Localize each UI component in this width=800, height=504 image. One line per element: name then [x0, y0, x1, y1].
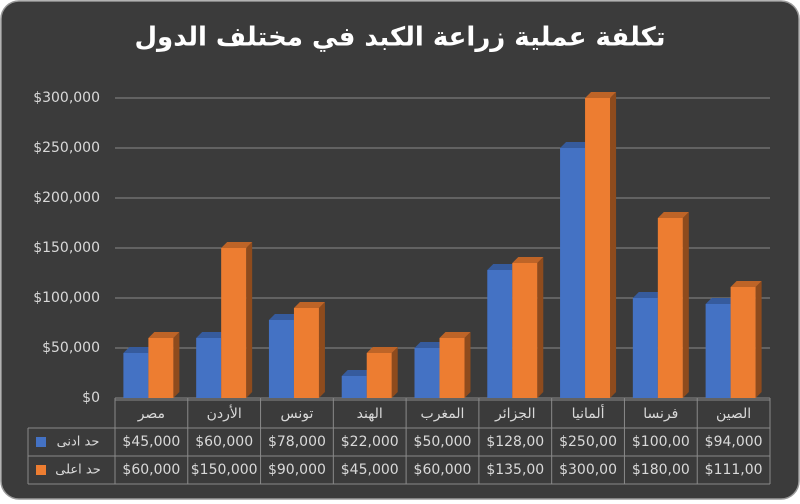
bar-side: [537, 257, 544, 398]
table-value: $250,00: [559, 434, 617, 450]
legend-label: حد اعلى: [55, 463, 101, 478]
x-category-label: فرنسا: [643, 406, 678, 422]
table-value: $22,000: [341, 434, 399, 450]
y-tick-label: $150,000: [33, 240, 100, 256]
bar-top: [705, 298, 737, 304]
chart-title: تكلفة عملية زراعة الكبد في مختلف الدول: [134, 23, 665, 53]
bar-top: [439, 332, 471, 338]
bar-top: [414, 342, 446, 348]
table-value: $180,00: [632, 462, 690, 478]
bar-side: [173, 332, 180, 398]
x-category-label: الأردن: [207, 404, 242, 422]
bar: [221, 248, 247, 398]
bar: [560, 148, 586, 398]
table-value: $300,00: [559, 462, 617, 478]
table-value: $90,000: [268, 462, 326, 478]
bar-top: [487, 264, 519, 270]
y-tick-label: $250,000: [33, 140, 100, 156]
x-category-label: مصر: [137, 406, 165, 422]
table-value: $45,000: [122, 434, 180, 450]
x-category-label: الصين: [716, 406, 751, 422]
y-tick-label: $300,000: [33, 90, 100, 106]
bar-side: [318, 302, 325, 398]
table-value: $60,000: [122, 462, 180, 478]
bar: [487, 270, 513, 398]
bar-top: [657, 212, 689, 218]
bar: [148, 338, 174, 398]
bar: [657, 218, 683, 398]
bar-top: [632, 292, 664, 298]
bar: [512, 263, 538, 398]
table-value: $45,000: [341, 462, 399, 478]
bar: [632, 298, 658, 398]
bar-side: [246, 242, 253, 398]
table-value: $135,00: [486, 462, 544, 478]
legend-label: حد ادنى: [57, 435, 100, 450]
bar-top: [366, 347, 398, 353]
table-value: $60,000: [195, 434, 253, 450]
bar: [705, 304, 731, 398]
bar-top: [123, 347, 155, 353]
y-tick-label: $100,000: [33, 290, 100, 306]
bar-top: [293, 302, 325, 308]
bar-side: [610, 92, 617, 398]
y-tick-label: $200,000: [33, 190, 100, 206]
bar: [414, 348, 440, 398]
y-tick-label: $50,000: [42, 340, 100, 356]
x-category-label: ألمانيا: [572, 404, 605, 422]
legend-swatch: [36, 465, 46, 475]
bar-top: [585, 92, 617, 98]
bar: [730, 287, 756, 398]
bar-side: [391, 347, 398, 398]
bar: [439, 338, 465, 398]
x-category-label: الجزائر: [494, 406, 535, 422]
table-value: $111,00: [705, 462, 763, 478]
bar-top: [512, 257, 544, 263]
bar-top: [730, 281, 762, 287]
bar: [268, 320, 294, 398]
bar-side: [682, 212, 689, 398]
bar-top: [341, 370, 373, 376]
bar: [196, 338, 222, 398]
bar: [123, 353, 149, 398]
table-value: $128,00: [486, 434, 544, 450]
x-category-label: المغرب: [421, 406, 465, 422]
table-value: $60,000: [414, 462, 472, 478]
x-category-label: الهند: [357, 406, 383, 422]
legend-swatch: [36, 437, 46, 447]
bar-side: [755, 281, 762, 398]
bar-top: [560, 142, 592, 148]
bar: [366, 353, 392, 398]
bar: [341, 376, 367, 398]
table-value: $100,00: [632, 434, 690, 450]
x-category-label: تونس: [281, 406, 314, 422]
table-value: $50,000: [414, 434, 472, 450]
bar: [293, 308, 319, 398]
bar-top: [221, 242, 253, 248]
bar-top: [268, 314, 300, 320]
bar-top: [148, 332, 180, 338]
table-value: $78,000: [268, 434, 326, 450]
y-tick-label: $0: [82, 390, 100, 406]
bar-side: [464, 332, 471, 398]
table-value: $94,000: [705, 434, 763, 450]
table-value: $150,000: [191, 462, 258, 478]
bar-top: [196, 332, 228, 338]
bar: [585, 98, 611, 398]
